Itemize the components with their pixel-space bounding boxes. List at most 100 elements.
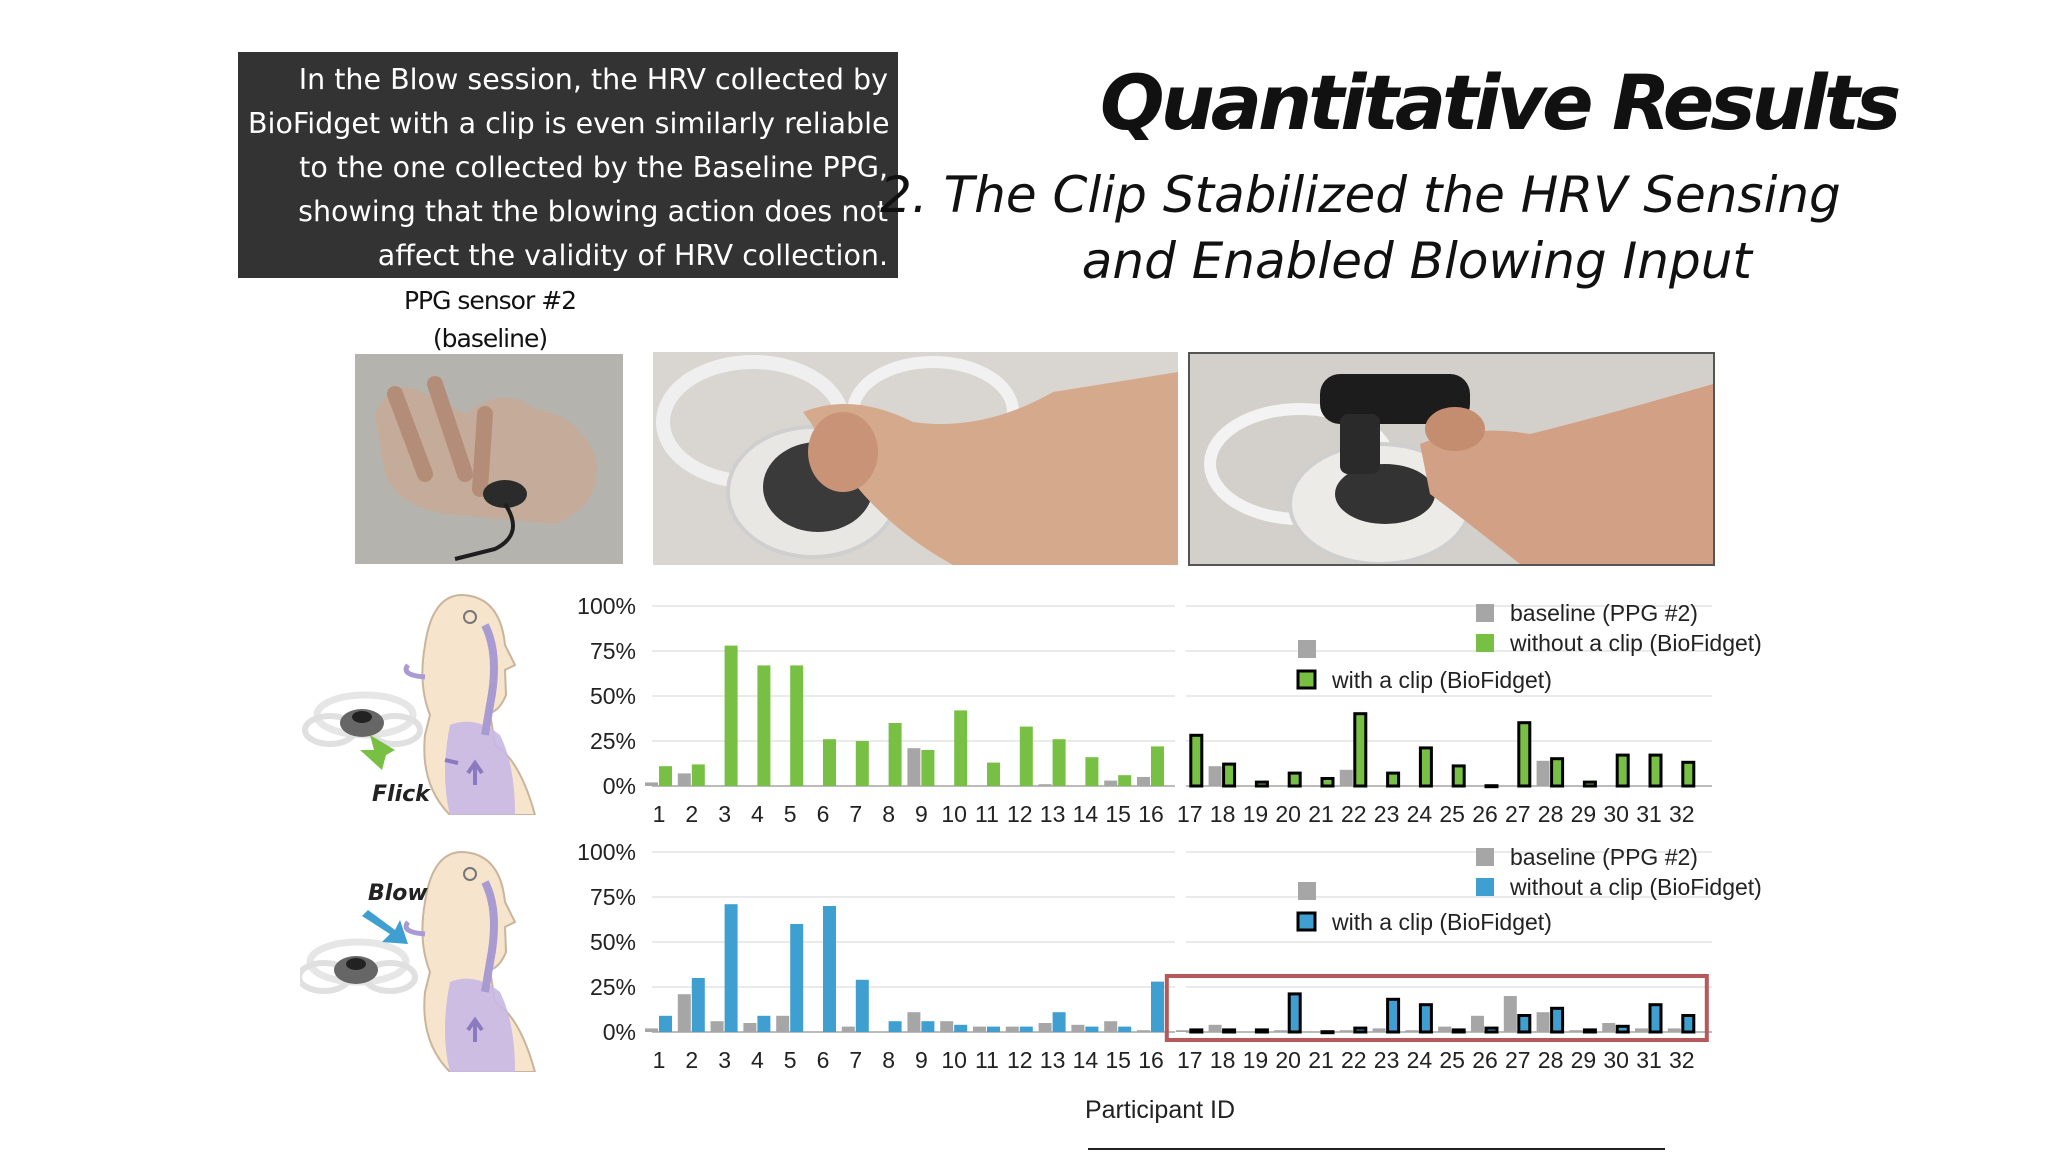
baseline-bar — [645, 1028, 658, 1032]
baseline-bar — [1104, 1021, 1118, 1032]
y-tick-label: 50% — [590, 929, 636, 955]
y-tick-label: 50% — [590, 683, 636, 709]
slide-subtitle: 2. The Clip Stabilized the HRV Sensing a… — [880, 162, 1841, 294]
baseline-bar — [1137, 777, 1150, 786]
baseline-bar — [1208, 1024, 1222, 1032]
x-tick-label: 32 — [1669, 801, 1695, 827]
with-clip-bar — [1648, 753, 1663, 788]
subtitle-line-2: and Enabled Blowing Input — [1081, 232, 1752, 290]
callout-line-5: affect the validity of HRV collection. — [377, 239, 888, 272]
x-tick-label: 17 — [1177, 1047, 1203, 1073]
legend-swatch-baseline — [1476, 604, 1494, 622]
with-clip-bar — [1550, 1006, 1565, 1034]
without-clip-bar — [888, 1021, 902, 1032]
flick-illustration — [300, 585, 540, 816]
biofidget-photo — [653, 352, 1178, 565]
x-tick-label: 18 — [1210, 1047, 1236, 1073]
legend-swatch-baseline-2 — [1298, 640, 1316, 658]
baseline-bar — [776, 1015, 790, 1032]
x-tick-label: 22 — [1341, 801, 1367, 827]
legend-swatch-with — [1296, 669, 1317, 690]
bottom-divider — [1088, 1148, 1665, 1150]
with-clip-bar — [1615, 1024, 1630, 1034]
legend-swatch-baseline — [1476, 848, 1494, 866]
baseline-bar — [973, 1026, 986, 1032]
legend-swatch-baseline-2 — [1298, 882, 1316, 900]
without-clip-bar — [724, 645, 738, 786]
callout-box: In the Blow session, the HRV collected b… — [238, 52, 898, 278]
without-clip-bar — [1052, 739, 1066, 786]
x-tick-label: 6 — [817, 1047, 830, 1073]
x-tick-label: 32 — [1669, 1047, 1695, 1073]
with-clip-bar — [1320, 777, 1335, 788]
legend-swatch-without — [1476, 634, 1494, 652]
baseline-bar — [907, 748, 921, 786]
legend-label-without: without a clip (BioFidget) — [1509, 874, 1762, 900]
highlight-box — [1164, 974, 1709, 1042]
legend-swatch-with — [1296, 911, 1317, 932]
without-clip-bar — [1085, 757, 1099, 786]
blow-label: Blow — [368, 881, 428, 906]
legend-label-with: with a clip (BioFidget) — [1331, 667, 1552, 693]
with-clip-bar — [1189, 733, 1204, 788]
with-clip-bar — [1484, 1026, 1499, 1034]
x-tick-label: 13 — [1040, 801, 1066, 827]
without-clip-bar — [724, 904, 738, 1032]
x-tick-label: 26 — [1472, 801, 1498, 827]
x-tick-label: 5 — [784, 1047, 797, 1073]
with-clip-bar — [1517, 1014, 1532, 1034]
x-tick-label: 6 — [817, 801, 830, 827]
x-tick-label: 30 — [1603, 801, 1629, 827]
y-tick-label: 25% — [590, 728, 636, 754]
x-tick-label: 16 — [1138, 1047, 1164, 1073]
baseline-bar — [1635, 1028, 1648, 1032]
without-clip-bar — [790, 665, 804, 786]
baseline-bar — [841, 1026, 855, 1032]
x-tick-label: 1 — [653, 801, 666, 827]
x-tick-label: 18 — [1210, 801, 1236, 827]
baseline-bar — [1372, 1028, 1386, 1032]
blow-illustration — [296, 842, 540, 1073]
x-tick-label: 11 — [975, 1047, 999, 1073]
without-clip-bar — [790, 924, 804, 1032]
without-clip-bar — [1118, 775, 1132, 786]
callout-line-3: to the one collected by the Baseline PPG… — [299, 151, 888, 184]
with-clip-bar — [1222, 1028, 1237, 1034]
x-tick-label: 19 — [1243, 801, 1269, 827]
y-tick-label: 75% — [590, 884, 636, 910]
x-tick-label: 8 — [882, 1047, 895, 1073]
subtitle-line-1: 2. The Clip Stabilized the HRV Sensing — [880, 166, 1841, 224]
y-tick-label: 0% — [603, 773, 636, 799]
with-clip-bar — [1681, 760, 1696, 788]
baseline-bar — [1038, 1023, 1052, 1032]
x-tick-label: 29 — [1571, 1047, 1597, 1073]
x-tick-label: 28 — [1538, 1047, 1564, 1073]
blow-chart: 0%25%50%75%100%1 2 3 4 5 6 7 8 9 10 11 12 13 14 15 16 17… — [577, 839, 1762, 1073]
x-tick-label: 28 — [1538, 801, 1564, 827]
x-tick-label: 9 — [915, 801, 928, 827]
ppg-sensor-photo — [355, 354, 623, 564]
ppg-caption-line-2: (baseline) — [432, 324, 548, 353]
flick-label: Flick — [372, 782, 430, 807]
baseline-bar — [907, 1012, 921, 1032]
x-tick-label: 15 — [1105, 801, 1131, 827]
x-tick-label: 16 — [1138, 801, 1164, 827]
baseline-bar — [1536, 760, 1550, 786]
with-clip-bar — [1451, 764, 1466, 788]
baseline-bar — [1667, 1028, 1681, 1032]
x-tick-label: 9 — [915, 1047, 928, 1073]
legend-label-baseline: baseline (PPG #2) — [1510, 600, 1698, 626]
with-clip-bar — [1222, 762, 1237, 788]
baseline-bar — [1536, 1012, 1550, 1032]
legend-label-baseline: baseline (PPG #2) — [1510, 844, 1698, 870]
x-tick-label: 2 — [685, 1047, 698, 1073]
x-tick-label: 7 — [849, 801, 862, 827]
x-tick-label: 29 — [1571, 801, 1597, 827]
without-clip-bar — [987, 762, 1000, 786]
x-tick-label: 27 — [1505, 801, 1531, 827]
with-clip-bar — [1320, 1030, 1335, 1035]
baseline-bar — [1405, 1030, 1419, 1032]
without-clip-bar — [1151, 981, 1164, 1032]
x-tick-label: 24 — [1407, 801, 1433, 827]
